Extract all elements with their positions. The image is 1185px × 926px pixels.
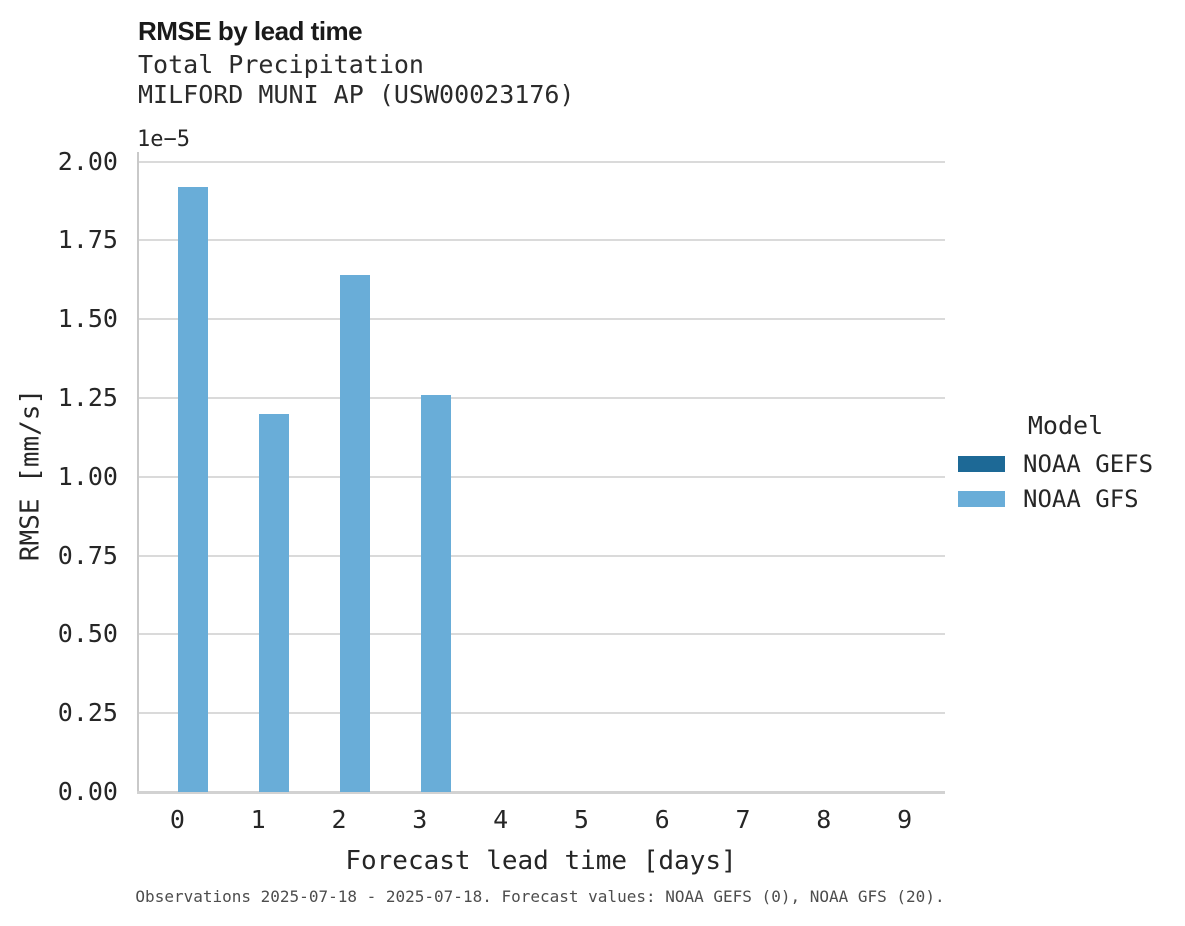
- legend-label: NOAA GEFS: [1023, 450, 1154, 478]
- gridline: [137, 239, 945, 242]
- x-axis-spine: [137, 791, 945, 794]
- gridline: [137, 633, 945, 636]
- y-axis-offset-label: 1e−5: [137, 127, 190, 152]
- legend-entry: NOAA GEFS: [958, 450, 1173, 478]
- y-tick-label: 1.75: [57, 225, 118, 255]
- legend-swatch-noaa-gefs: [958, 456, 1005, 472]
- y-tick-label: 0.75: [57, 540, 118, 570]
- legend: Model NOAA GEFS NOAA GFS: [958, 412, 1173, 522]
- bar-noaa-gfs-lead-3: [420, 394, 451, 792]
- gridline: [137, 554, 945, 557]
- bar-noaa-gfs-lead-0: [178, 186, 209, 792]
- x-tick-label: 6: [654, 805, 670, 834]
- y-axis-spine: [137, 152, 139, 794]
- gridline: [137, 396, 945, 399]
- y-axis-label: RMSE [mm/s]: [15, 388, 46, 562]
- x-tick-label: 5: [573, 805, 589, 834]
- y-tick-label: 1.50: [57, 304, 118, 334]
- legend-rows: NOAA GEFS NOAA GFS: [958, 450, 1173, 513]
- y-tick-label: 2.00: [57, 146, 118, 176]
- x-tick-label: 7: [735, 805, 751, 834]
- gridline: [137, 160, 945, 163]
- chart-subtitle-station: MILFORD MUNI AP (USW00023176): [138, 80, 575, 109]
- y-tick-label: 1.25: [57, 382, 118, 412]
- x-tick-label: 8: [816, 805, 832, 834]
- footer-caption: Observations 2025-07-18 - 2025-07-18. Fo…: [135, 887, 945, 906]
- x-tick-label: 4: [493, 805, 509, 834]
- plot-area: [137, 152, 945, 794]
- x-tick-label: 0: [169, 805, 185, 834]
- bar-noaa-gfs-lead-1: [259, 413, 290, 792]
- legend-swatch-noaa-gfs: [958, 491, 1005, 507]
- y-tick-label: 0.25: [57, 698, 118, 728]
- x-tick-label: 3: [412, 805, 428, 834]
- y-tick-label: 1.00: [57, 461, 118, 491]
- legend-entry: NOAA GFS: [958, 485, 1173, 513]
- bar-noaa-gfs-lead-2: [340, 275, 370, 792]
- x-axis-label: Forecast lead time [days]: [345, 846, 737, 876]
- x-tick-label: 1: [250, 805, 266, 834]
- gridline: [137, 712, 945, 715]
- gridline: [137, 318, 945, 321]
- chart-subtitle-variable: Total Precipitation: [138, 50, 424, 79]
- y-tick-label: 0.00: [57, 777, 118, 806]
- x-tick-label: 2: [331, 805, 347, 834]
- y-tick-label: 0.50: [57, 619, 118, 649]
- x-tick-label: 9: [897, 805, 913, 834]
- legend-label: NOAA GFS: [1023, 485, 1139, 513]
- legend-title: Model: [1027, 411, 1104, 440]
- chart-title: RMSE by lead time: [138, 16, 363, 46]
- gridline: [137, 475, 945, 478]
